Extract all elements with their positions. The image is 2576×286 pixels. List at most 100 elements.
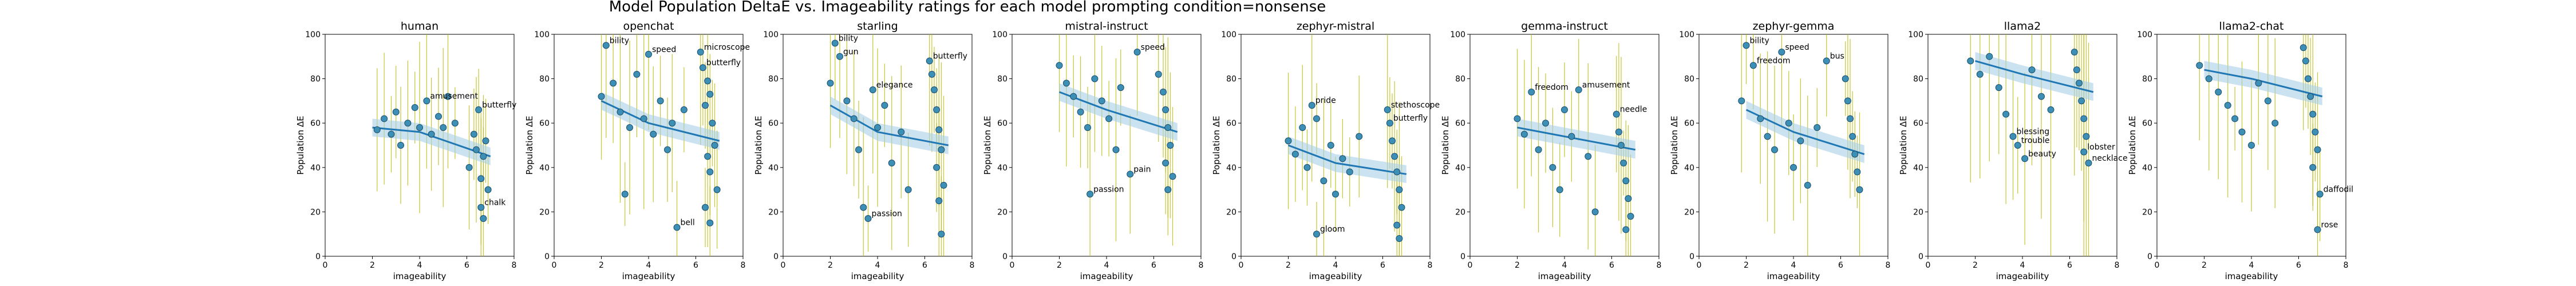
x-tick-label: 8	[2115, 261, 2120, 270]
error-bars	[2199, 34, 2321, 256]
point-label: amusement	[1582, 81, 1630, 90]
data-point	[484, 186, 492, 193]
point-label: beauty	[2028, 149, 2056, 158]
x-axis-label: imageability	[1996, 271, 2049, 281]
data-point	[373, 126, 381, 133]
y-tick-label: 80	[768, 75, 779, 84]
x-tick-label: 2	[1057, 261, 1062, 270]
data-point	[2080, 115, 2088, 122]
y-tick-label: 60	[1226, 119, 1236, 128]
x-tick-label: 4	[875, 261, 880, 270]
data-point	[2071, 49, 2078, 56]
fit-line	[829, 104, 949, 146]
y-tick-label: 100	[1908, 30, 1923, 39]
data-point	[711, 142, 718, 149]
y-tick-label: 0	[773, 252, 779, 261]
y-axis-label: Population ΔE	[1211, 116, 1222, 174]
y-tick-label: 20	[1684, 208, 1694, 217]
data-point	[704, 153, 712, 160]
data-point	[451, 120, 459, 127]
x-tick-label: 8	[741, 261, 746, 270]
y-tick-label: 80	[1455, 75, 1465, 84]
panel-title: gemma-instruct	[1521, 20, 1608, 33]
fit-confidence-band	[601, 92, 720, 150]
point-label: gun	[843, 47, 859, 57]
y-tick-label: 100	[763, 30, 779, 39]
data-point	[480, 215, 487, 223]
data-point	[1285, 137, 1292, 145]
data-point	[1155, 70, 1162, 78]
data-point	[1625, 195, 1632, 202]
fit-line	[1975, 60, 2094, 93]
data-point	[933, 106, 941, 113]
data-point	[1561, 106, 1568, 113]
data-point	[2009, 133, 2017, 140]
data-point	[706, 168, 714, 176]
x-tick-label: 6	[1380, 261, 1385, 270]
data-point	[869, 86, 876, 93]
data-point	[1568, 133, 1575, 140]
data-point	[935, 197, 943, 204]
data-point	[1622, 177, 1630, 185]
data-point	[2078, 97, 2085, 105]
y-tick-label: 40	[997, 164, 1008, 173]
x-tick-label: 2	[599, 261, 604, 270]
x-axis-label: imageability	[1538, 271, 1591, 281]
data-points	[1967, 49, 2092, 167]
y-tick-label: 100	[534, 30, 550, 39]
data-point	[2300, 44, 2307, 51]
point-label: needle	[1620, 105, 1647, 114]
data-point	[1542, 120, 1549, 127]
data-point	[2014, 142, 2021, 149]
x-tick-label: 0	[781, 261, 786, 270]
data-point	[381, 115, 388, 122]
x-tick-label: 2	[2202, 261, 2207, 270]
x-axis-label: imageability	[393, 271, 447, 281]
data-point	[1738, 97, 1745, 105]
data-point	[1797, 137, 1804, 145]
data-point	[1356, 133, 1363, 140]
fit-confidence-band	[1059, 83, 1178, 141]
data-point	[1814, 124, 1821, 131]
data-point	[1339, 155, 1346, 162]
data-point	[2002, 110, 2010, 118]
data-point	[904, 186, 912, 193]
point-label: passion	[872, 209, 902, 219]
data-point	[713, 186, 721, 193]
data-point	[1313, 231, 1320, 238]
data-point	[1535, 146, 1542, 153]
y-tick-label: 20	[2142, 208, 2152, 217]
data-point	[1575, 86, 1582, 93]
data-point	[855, 146, 862, 153]
data-point	[1291, 150, 1299, 158]
y-tick-label: 60	[1684, 119, 1694, 128]
data-point	[669, 120, 676, 127]
y-tick-label: 40	[539, 164, 550, 173]
y-tick-label: 0	[1689, 252, 1694, 261]
data-point	[1620, 160, 1627, 167]
figure-suptitle: Model Population DeltaE vs. Imageability…	[609, 0, 1326, 15]
point-label: gloom	[1320, 225, 1345, 234]
data-point	[2021, 155, 2029, 162]
fit-line	[1517, 126, 1636, 151]
data-points	[373, 93, 492, 223]
x-tick-label: 6	[1838, 261, 1843, 270]
data-point	[864, 215, 872, 223]
data-point	[1112, 146, 1120, 153]
data-point	[1393, 221, 1401, 229]
data-point	[397, 142, 404, 149]
x-tick-label: 8	[1428, 261, 1433, 270]
data-point	[1849, 133, 1856, 140]
data-point	[388, 130, 395, 138]
y-tick-label: 100	[305, 30, 321, 39]
data-point	[1854, 168, 1861, 176]
data-point	[1386, 120, 1393, 127]
data-point	[2215, 88, 2222, 96]
data-point	[1823, 57, 1830, 65]
data-point	[1986, 53, 1993, 60]
data-point	[1615, 128, 1622, 136]
data-point	[1622, 226, 1630, 233]
